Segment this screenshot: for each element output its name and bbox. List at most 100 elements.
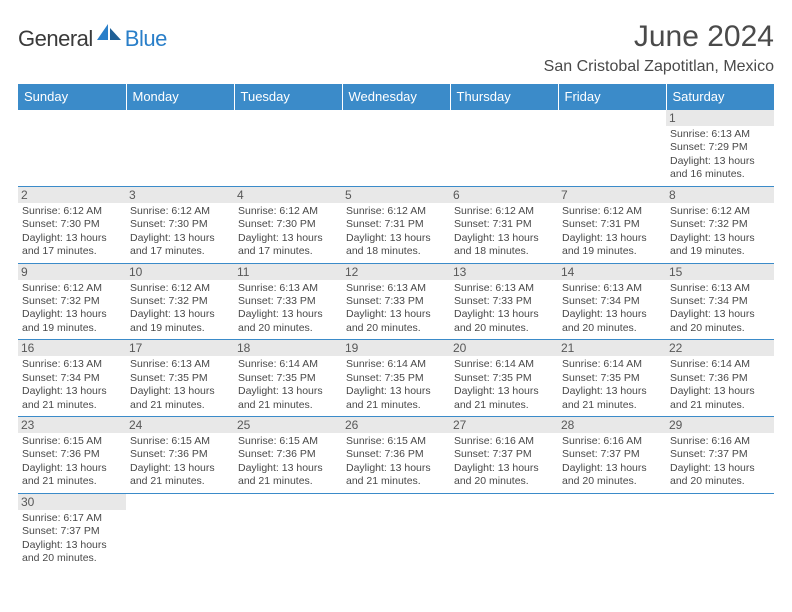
calendar-cell: 10Sunrise: 6:12 AMSunset: 7:32 PMDayligh… xyxy=(126,263,234,340)
day-number: 22 xyxy=(666,340,774,356)
day-info: Sunrise: 6:12 AMSunset: 7:30 PMDaylight:… xyxy=(238,205,338,259)
calendar-cell: 25 Sunrise: 6:15 AMSunset: 7:36 PMDayligh… xyxy=(234,417,342,494)
logo-text-blue: Blue xyxy=(125,26,167,52)
day-info: Sunrise: 6:15 AMSunset: 7:36 PMDaylight:… xyxy=(238,435,338,489)
day-info: Sunrise: 6:13 AMSunset: 7:34 PMDaylight:… xyxy=(562,282,662,336)
calendar-cell: 19 Sunrise: 6:14 AMSunset: 7:35 PMDayligh… xyxy=(342,340,450,417)
calendar-row: 2Sunrise: 6:12 AMSunset: 7:30 PMDaylight… xyxy=(18,186,774,263)
calendar-body: 1 Sunrise: 6:13 AMSunset: 7:29 PMDaylight… xyxy=(18,110,774,570)
day-number: 8 xyxy=(666,187,774,203)
day-info: Sunrise: 6:14 AMSunset: 7:35 PMDaylight:… xyxy=(562,358,662,412)
weekday-header: Sunday xyxy=(18,84,126,110)
location: San Cristobal Zapotitlan, Mexico xyxy=(544,58,774,76)
day-info: Sunrise: 6:13 AMSunset: 7:35 PMDaylight:… xyxy=(130,358,230,412)
day-number: 15 xyxy=(666,264,774,280)
logo: General Blue xyxy=(18,26,167,52)
day-info: Sunrise: 6:14 AMSunset: 7:35 PMDaylight:… xyxy=(454,358,554,412)
header: General Blue June 2024 San Cristobal Zap… xyxy=(18,20,774,76)
day-number: 14 xyxy=(558,264,666,280)
day-info: Sunrise: 6:15 AMSunset: 7:36 PMDaylight:… xyxy=(346,435,446,489)
calendar-row: 9Sunrise: 6:12 AMSunset: 7:32 PMDaylight… xyxy=(18,263,774,340)
weekday-header-row: Sunday Monday Tuesday Wednesday Thursday… xyxy=(18,84,774,110)
calendar-cell: 2 Sunrise: 6:12 AMSunset: 7:30 PMDaylight… xyxy=(18,186,126,263)
day-number: 29 xyxy=(666,417,774,433)
day-info: Sunrise: 6:13 AMSunset: 7:29 PMDaylight:… xyxy=(670,128,770,182)
day-number: 16 xyxy=(18,340,126,356)
title-block: June 2024 San Cristobal Zapotitlan, Mexi… xyxy=(544,20,774,76)
day-info: Sunrise: 6:13 AMSunset: 7:33 PMDaylight:… xyxy=(238,282,338,336)
day-number: 12 xyxy=(342,264,450,280)
day-number: 4 xyxy=(234,187,342,203)
day-number: 17 xyxy=(126,340,234,356)
day-info: Sunrise: 6:14 AMSunset: 7:35 PMDaylight:… xyxy=(346,358,446,412)
day-info: Sunrise: 6:16 AMSunset: 7:37 PMDaylight:… xyxy=(670,435,770,489)
day-info: Sunrise: 6:12 AMSunset: 7:32 PMDaylight:… xyxy=(130,282,230,336)
day-info: Sunrise: 6:13 AMSunset: 7:34 PMDaylight:… xyxy=(670,282,770,336)
day-number: 6 xyxy=(450,187,558,203)
day-number: 1 xyxy=(666,110,774,126)
day-number: 26 xyxy=(342,417,450,433)
weekday-header: Tuesday xyxy=(234,84,342,110)
day-info: Sunrise: 6:12 AMSunset: 7:30 PMDaylight:… xyxy=(130,205,230,259)
day-info: Sunrise: 6:14 AMSunset: 7:36 PMDaylight:… xyxy=(670,358,770,412)
calendar-cell: 13Sunrise: 6:13 AMSunset: 7:33 PMDayligh… xyxy=(450,263,558,340)
calendar-cell-empty xyxy=(666,493,774,569)
day-number: 21 xyxy=(558,340,666,356)
calendar-cell-empty xyxy=(342,110,450,187)
calendar-cell: 26 Sunrise: 6:15 AMSunset: 7:36 PMDayligh… xyxy=(342,417,450,494)
weekday-header: Friday xyxy=(558,84,666,110)
day-info: Sunrise: 6:13 AMSunset: 7:33 PMDaylight:… xyxy=(454,282,554,336)
calendar-cell: 6 Sunrise: 6:12 AMSunset: 7:31 PMDaylight… xyxy=(450,186,558,263)
day-number: 7 xyxy=(558,187,666,203)
calendar-cell-empty xyxy=(18,110,126,187)
calendar-cell: 9Sunrise: 6:12 AMSunset: 7:32 PMDaylight… xyxy=(18,263,126,340)
logo-text-general: General xyxy=(18,26,93,52)
calendar-cell: 14 Sunrise: 6:13 AMSunset: 7:34 PMDayligh… xyxy=(558,263,666,340)
page: General Blue June 2024 San Cristobal Zap… xyxy=(0,0,792,590)
calendar-cell: 20 Sunrise: 6:14 AMSunset: 7:35 PMDayligh… xyxy=(450,340,558,417)
day-info: Sunrise: 6:12 AMSunset: 7:30 PMDaylight:… xyxy=(22,205,122,259)
day-number: 25 xyxy=(234,417,342,433)
day-number: 24 xyxy=(126,417,234,433)
calendar-cell-empty xyxy=(558,110,666,187)
day-info: Sunrise: 6:12 AMSunset: 7:31 PMDaylight:… xyxy=(454,205,554,259)
calendar-row: 1 Sunrise: 6:13 AMSunset: 7:29 PMDaylight… xyxy=(18,110,774,187)
calendar-cell-empty xyxy=(126,110,234,187)
day-number: 5 xyxy=(342,187,450,203)
day-info: Sunrise: 6:17 AMSunset: 7:37 PMDaylight:… xyxy=(22,512,122,566)
day-number: 28 xyxy=(558,417,666,433)
calendar-cell-empty xyxy=(558,493,666,569)
calendar-cell: 23Sunrise: 6:15 AMSunset: 7:36 PMDayligh… xyxy=(18,417,126,494)
day-info: Sunrise: 6:12 AMSunset: 7:31 PMDaylight:… xyxy=(562,205,662,259)
month-title: June 2024 xyxy=(544,20,774,54)
day-info: Sunrise: 6:15 AMSunset: 7:36 PMDaylight:… xyxy=(130,435,230,489)
day-number: 20 xyxy=(450,340,558,356)
day-info: Sunrise: 6:15 AMSunset: 7:36 PMDaylight:… xyxy=(22,435,122,489)
day-number: 19 xyxy=(342,340,450,356)
calendar-cell-empty xyxy=(450,493,558,569)
day-info: Sunrise: 6:13 AMSunset: 7:34 PMDaylight:… xyxy=(22,358,122,412)
calendar-cell-empty xyxy=(450,110,558,187)
calendar-row: 23Sunrise: 6:15 AMSunset: 7:36 PMDayligh… xyxy=(18,417,774,494)
weekday-header: Wednesday xyxy=(342,84,450,110)
weekday-header: Saturday xyxy=(666,84,774,110)
logo-sail-icon xyxy=(97,22,123,47)
calendar-cell: 15 Sunrise: 6:13 AMSunset: 7:34 PMDayligh… xyxy=(666,263,774,340)
day-info: Sunrise: 6:12 AMSunset: 7:32 PMDaylight:… xyxy=(670,205,770,259)
calendar-cell: 1 Sunrise: 6:13 AMSunset: 7:29 PMDaylight… xyxy=(666,110,774,187)
weekday-header: Thursday xyxy=(450,84,558,110)
calendar-cell-empty xyxy=(342,493,450,569)
day-info: Sunrise: 6:16 AMSunset: 7:37 PMDaylight:… xyxy=(454,435,554,489)
day-info: Sunrise: 6:14 AMSunset: 7:35 PMDaylight:… xyxy=(238,358,338,412)
day-number: 2 xyxy=(18,187,126,203)
calendar-cell: 7 Sunrise: 6:12 AMSunset: 7:31 PMDaylight… xyxy=(558,186,666,263)
calendar-cell: 22 Sunrise: 6:14 AMSunset: 7:36 PMDayligh… xyxy=(666,340,774,417)
calendar-cell: 8 Sunrise: 6:12 AMSunset: 7:32 PMDaylight… xyxy=(666,186,774,263)
day-number: 3 xyxy=(126,187,234,203)
calendar-cell: 24 Sunrise: 6:15 AMSunset: 7:36 PMDayligh… xyxy=(126,417,234,494)
calendar-cell: 27Sunrise: 6:16 AMSunset: 7:37 PMDayligh… xyxy=(450,417,558,494)
calendar-cell: 28Sunrise: 6:16 AMSunset: 7:37 PMDayligh… xyxy=(558,417,666,494)
calendar-cell: 16 Sunrise: 6:13 AMSunset: 7:34 PMDayligh… xyxy=(18,340,126,417)
day-number: 30 xyxy=(18,494,126,510)
calendar-cell: 3 Sunrise: 6:12 AMSunset: 7:30 PMDaylight… xyxy=(126,186,234,263)
